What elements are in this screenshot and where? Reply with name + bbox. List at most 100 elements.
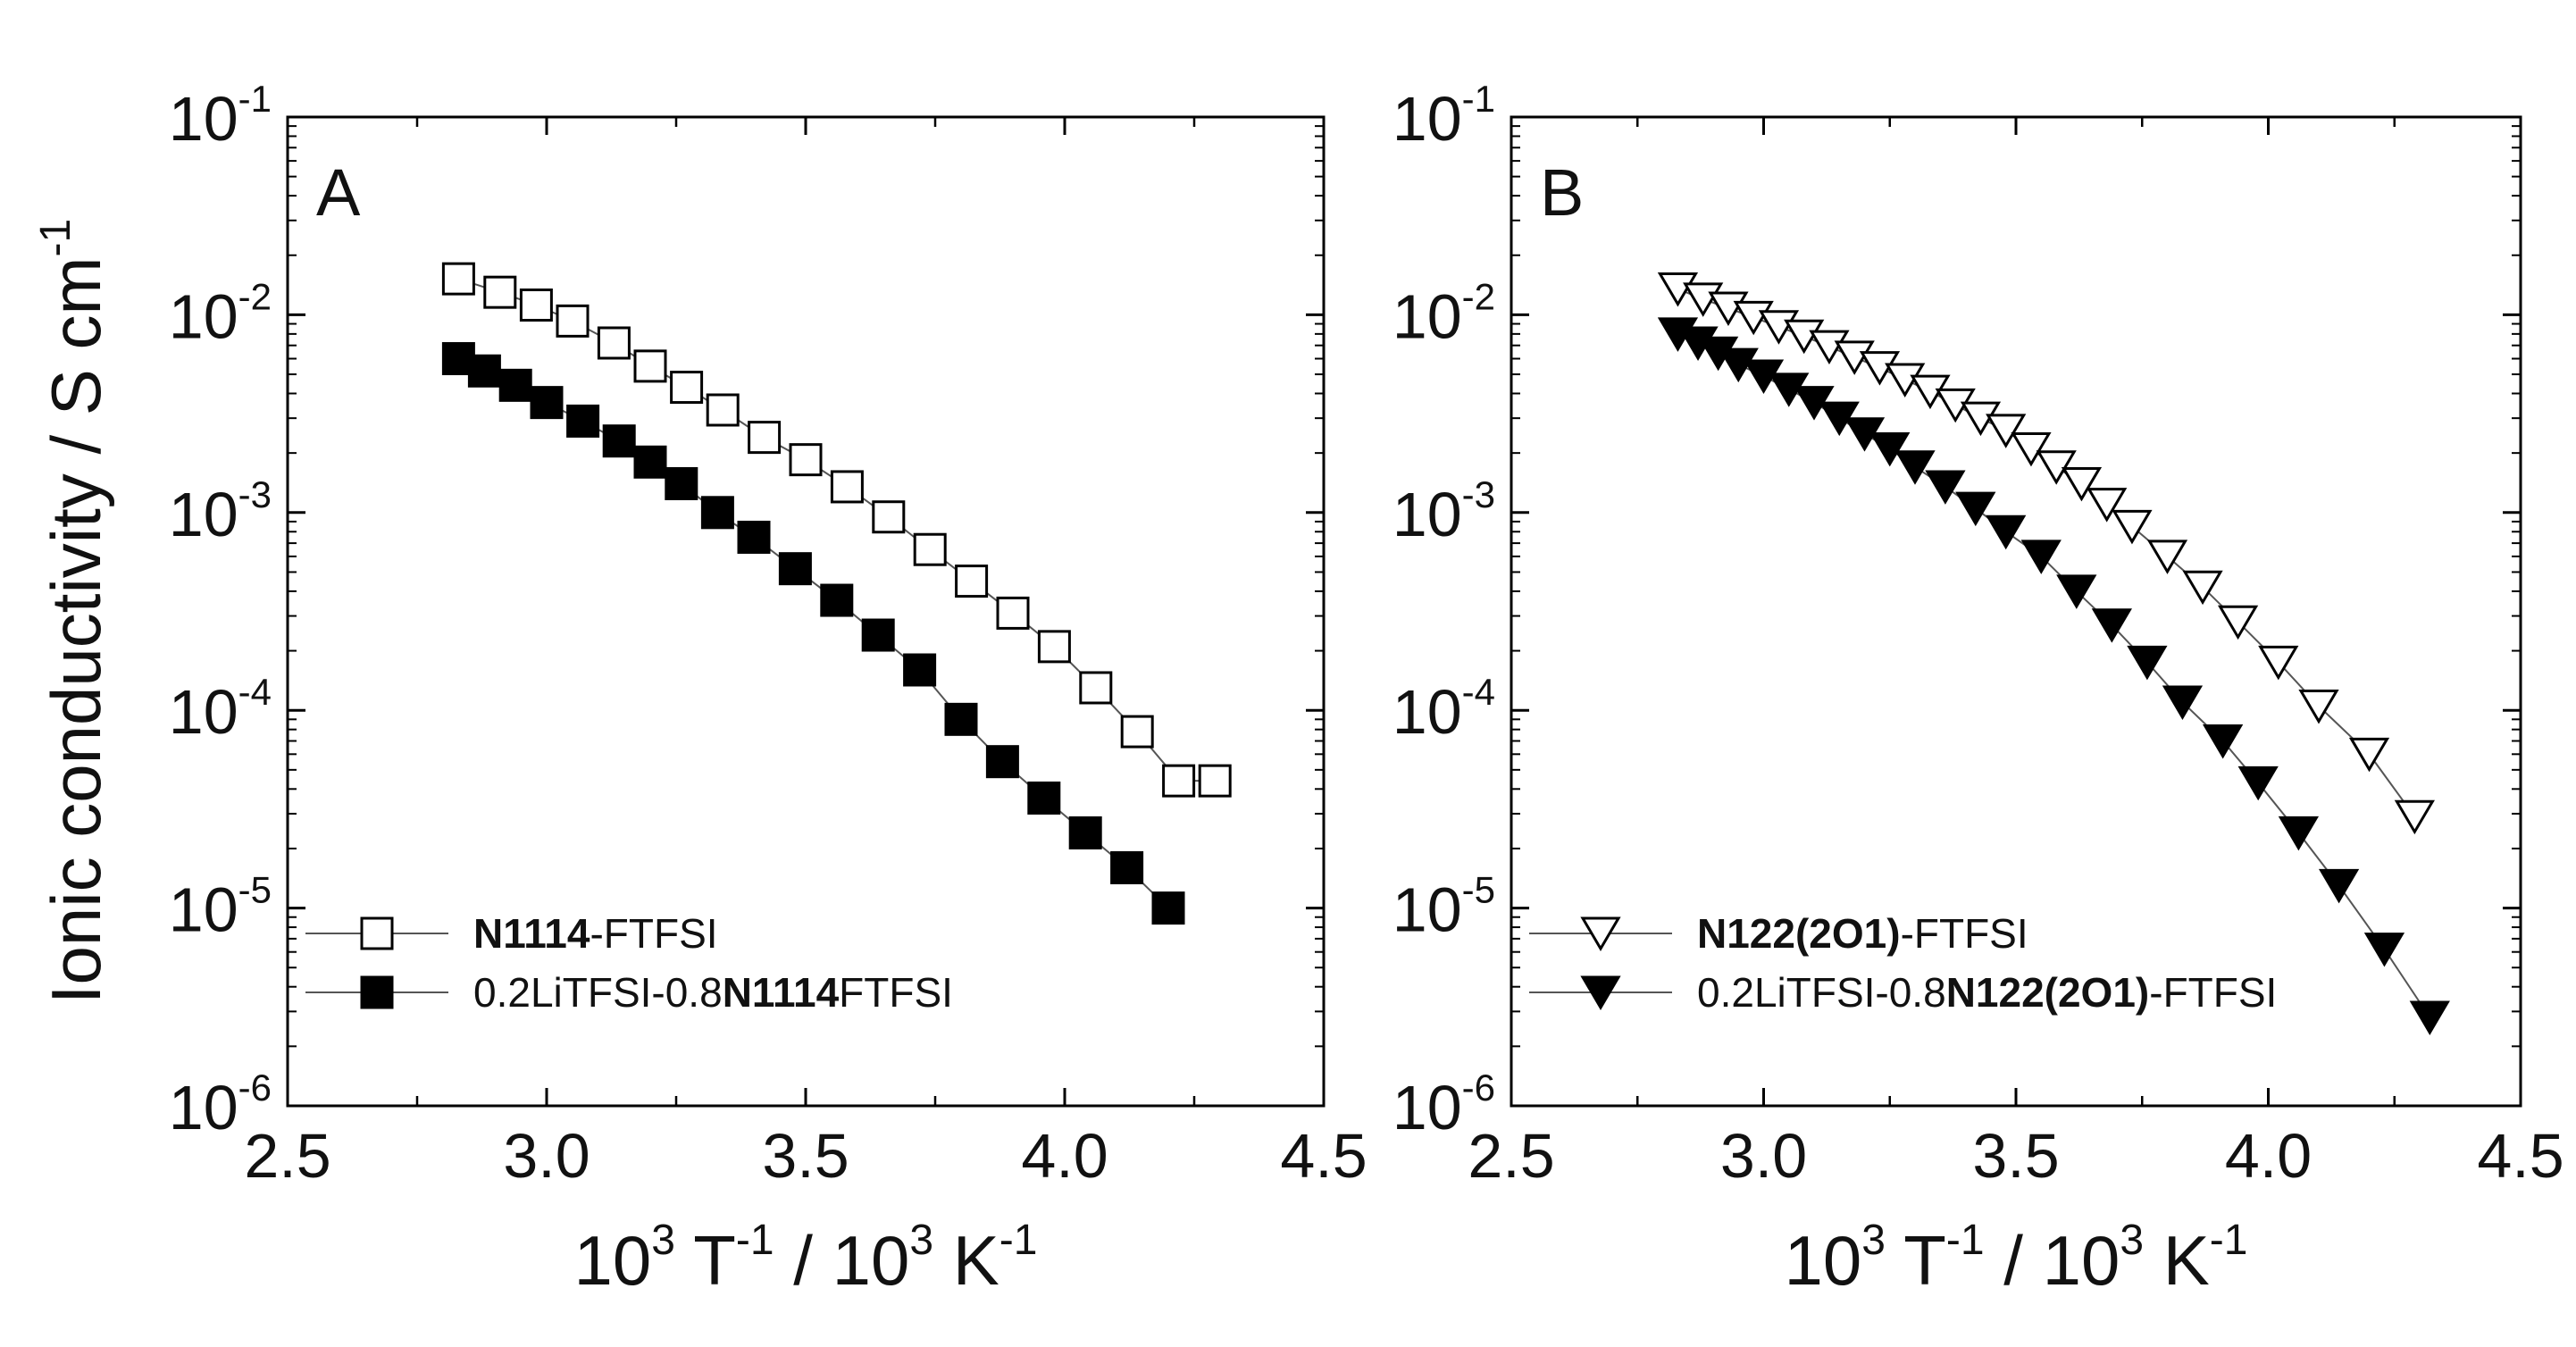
data-point [2203, 724, 2244, 759]
data-point [2020, 540, 2062, 574]
data-point [2146, 540, 2188, 574]
data-point [597, 326, 631, 360]
data-point [706, 393, 740, 427]
data-point [2056, 574, 2097, 609]
x-tick-label: 4.0 [1021, 1121, 1108, 1191]
x-tick-label: 2.5 [244, 1121, 330, 1191]
data-point [519, 289, 553, 322]
data-point [1162, 764, 1196, 798]
data-point [2394, 799, 2435, 835]
data-point [566, 404, 600, 438]
data-point [2182, 570, 2223, 606]
legend-label: N122(2O1)-FTFSI [1697, 910, 2028, 957]
data-point [861, 618, 895, 652]
x-axis-label: 103 T-1 / 103 K-1 [1785, 1217, 2248, 1300]
legend: N1114-FTFSI 0.2LiTFSI-0.8N1114FTFSI [305, 910, 953, 1016]
legend-marker [360, 975, 394, 1009]
data-point [665, 466, 698, 500]
data-point [2091, 608, 2132, 643]
data-point [2087, 488, 2128, 523]
data-point [602, 424, 636, 458]
data-point [1683, 282, 1724, 317]
data-point [913, 532, 947, 566]
panel-label: B [1540, 155, 1584, 230]
data-point [2061, 466, 2103, 502]
legend-label: N1114-FTFSI [473, 910, 718, 957]
x-tick-label: 3.5 [762, 1121, 849, 1191]
data-point [467, 354, 501, 388]
x-tick-label: 3.5 [1972, 1121, 2059, 1191]
data-point [441, 262, 475, 296]
y-tick-label: 10-1 [1393, 78, 1495, 154]
data-point [2278, 816, 2320, 851]
y-tick-label: 10-6 [1393, 1067, 1495, 1142]
data-point [1894, 450, 1936, 485]
data-point [996, 596, 1030, 630]
data-point [556, 304, 590, 338]
data-point [1869, 431, 1911, 467]
x-tick-label: 4.0 [2225, 1121, 2312, 1191]
y-tick-label: 10-1 [169, 78, 272, 154]
x-tick-label: 4.5 [1280, 1121, 1367, 1191]
data-point [2363, 933, 2405, 967]
y-tick-label: 10-4 [1393, 671, 1495, 747]
legend-label: 0.2LiTFSI-0.8N1114FTFSI [473, 969, 953, 1016]
data-point [2348, 737, 2390, 773]
series-1 [441, 342, 1185, 925]
data-point [633, 349, 667, 383]
data-point [820, 583, 854, 617]
series-line [458, 278, 1216, 782]
data-point [789, 443, 823, 477]
series-1 [1657, 317, 2450, 1035]
data-point [2258, 645, 2299, 681]
y-tick-label: 10-3 [169, 473, 272, 549]
data-point [2162, 685, 2204, 720]
data-point [1120, 715, 1154, 749]
data-point [1037, 630, 1071, 664]
data-point [1986, 414, 2027, 448]
legend-marker [360, 916, 394, 950]
data-point [2217, 605, 2259, 640]
data-point [530, 386, 564, 420]
data-point [944, 702, 978, 736]
data-point [1986, 515, 2027, 550]
data-point [700, 496, 734, 530]
legend: N122(2O1)-FTFSI 0.2LiTFSI-0.8N122(2O1)-FT… [1529, 910, 2277, 1016]
x-axis-label: 103 T-1 / 103 K-1 [574, 1217, 1038, 1300]
data-point [483, 275, 517, 309]
x-tick-label: 3.0 [503, 1121, 590, 1191]
x-tick-label: 3.0 [1720, 1121, 1807, 1191]
data-point [1733, 300, 1774, 336]
panel-label: A [316, 155, 361, 230]
data-point [830, 470, 864, 504]
series-0 [441, 262, 1232, 798]
y-tick-label: 10-5 [1393, 869, 1495, 945]
data-point [1955, 491, 1996, 527]
legend-marker [1580, 975, 1621, 1010]
data-point [872, 500, 906, 534]
data-point [955, 565, 989, 598]
data-point [737, 520, 771, 554]
panel-b: 2.5 3.0 3.5 4.0 4.5 10-1 10-2 10-3 10-4 10-5 10-6 1… [1393, 78, 2564, 1300]
legend-marker [1580, 916, 1621, 951]
y-tick-label: 10-6 [169, 1067, 272, 1142]
data-point [2011, 431, 2052, 467]
plot-frame [1510, 115, 2522, 1108]
data-point [1758, 310, 1800, 345]
data-point [1925, 470, 1966, 505]
x-tick-label: 2.5 [1468, 1121, 1554, 1191]
data-point [2036, 450, 2077, 485]
data-point [1151, 891, 1185, 925]
legend-label: 0.2LiTFSI-0.8N122(2O1)-FTFSI [1697, 969, 2277, 1016]
data-point [2318, 868, 2360, 904]
y-tick-label: 10-2 [169, 275, 272, 351]
y-axis-label: Ionic conductivity / S cm-1 [32, 219, 115, 1004]
data-point [633, 445, 667, 479]
data-point [1079, 671, 1113, 705]
y-tick-label: 10-4 [169, 671, 272, 747]
data-point [498, 368, 532, 402]
data-point [1068, 816, 1102, 849]
data-point [903, 653, 937, 687]
data-point [2127, 645, 2168, 681]
